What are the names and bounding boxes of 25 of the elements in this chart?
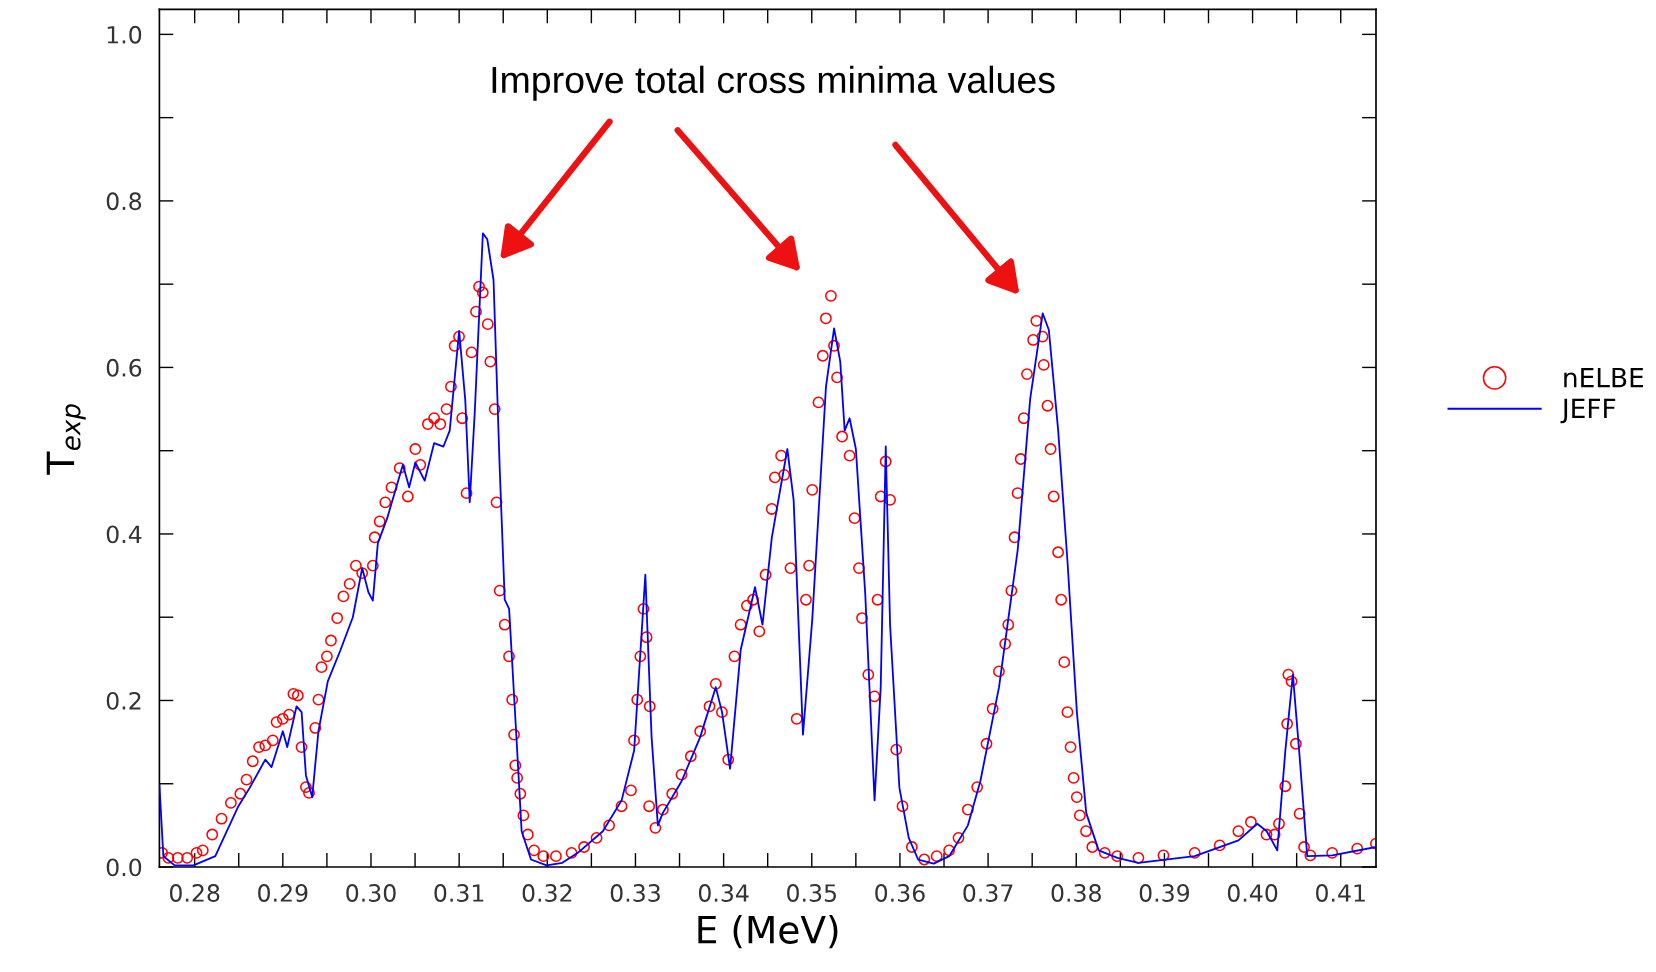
y-tick-label: 0.2: [106, 691, 141, 710]
y-axis-title: T$_{exp}$: [46, 404, 86, 475]
x-tick-label: 0.34: [698, 884, 749, 902]
x-axis-title: E (MeV): [698, 914, 838, 949]
annotation: Improve total cross minima values: [492, 65, 1055, 101]
legend-label: nELBE: [1564, 367, 1644, 388]
y-tick-label: 0.8: [106, 192, 142, 211]
x-tick-label: 0.41: [1316, 884, 1365, 902]
x-tick-label: 0.29: [258, 884, 308, 902]
y-tick-label: 0.4: [106, 525, 142, 544]
y-tick-label: 0.0: [106, 858, 142, 877]
x-tick-label: 0.39: [1139, 884, 1190, 902]
x-tick-label: 0.32: [522, 884, 572, 902]
x-tick-label: 0.28: [169, 884, 220, 902]
legend-label: JEFF: [1560, 398, 1616, 424]
x-tick-label: 0.38: [1051, 884, 1101, 902]
x-tick-label: 0.35: [787, 884, 836, 902]
x-tick-label: 0.30: [346, 884, 396, 902]
y-tick-label: 0.6: [106, 358, 142, 377]
x-tick-label: 0.33: [610, 884, 660, 902]
x-tick-label: 0.37: [963, 884, 1013, 902]
x-tick-label: 0.31: [434, 884, 484, 902]
y-tick-label: 1.0: [107, 25, 142, 44]
x-tick-label: 0.40: [1227, 884, 1278, 902]
x-tick-label: 0.36: [875, 884, 925, 902]
